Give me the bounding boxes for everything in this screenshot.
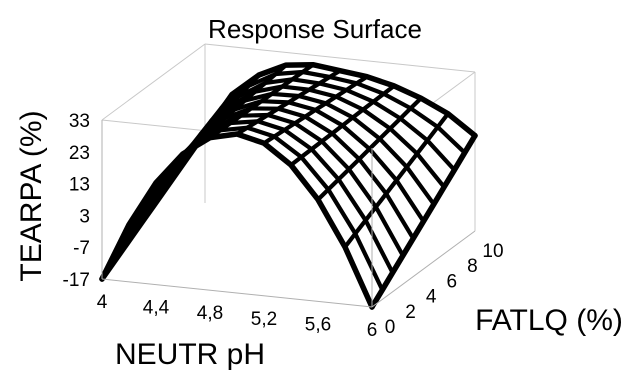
surface-cell [396,167,434,222]
surface-cell [386,180,424,239]
surface-line-const-x [288,83,397,168]
y-tick-label: 2 [405,302,416,323]
surface-cell [328,179,366,234]
response-surface-mesh [99,61,478,310]
surface-line-const-x [180,62,289,156]
surface-cell [379,128,418,167]
box-edge-right-bottom [371,230,476,308]
surface-cell [363,101,401,129]
z-axis-ticks: 33 23 13 3 -7 -17 [63,111,90,291]
surface-cell [264,136,302,165]
x-axis-title: NEUTR pH [115,338,265,371]
box-edge-back-top-left [204,43,476,73]
surface-cell [311,141,349,180]
surface-cell [318,189,356,247]
surface-cell [298,89,337,104]
z-tick-label: 13 [69,175,90,196]
y-tick-label: 10 [482,241,503,262]
surface-cell [267,108,306,124]
surface-cell [373,93,411,119]
surface-cell [247,121,285,137]
z-tick-label: 23 [69,143,90,164]
surface-cell [288,96,326,110]
surface-cell [319,77,357,90]
surface-line-const-x [369,132,478,310]
surface-cell [294,116,333,142]
surface-cell [345,233,383,307]
surface-cell [390,118,428,154]
z-tick-label: 3 [79,206,90,227]
surface-cell [346,83,384,102]
box-edge-top-left [101,43,206,121]
y-tick-label: 0 [385,317,396,338]
surface-line-const-x [153,72,262,185]
surface-cell [329,70,367,84]
box-edge-front-bottom [101,278,373,308]
surface-line-const-x [207,62,316,140]
surface-cell [348,159,387,207]
surface-cell [305,109,343,134]
surface-cell [291,157,329,200]
surface-cell [325,96,364,118]
x-tick-label: 4,4 [143,298,170,319]
surface-cell [336,90,374,110]
surface-cell [375,193,414,256]
surface-cell [356,76,394,94]
surface-line-const-x [99,130,208,282]
y-axis-title: FATLQ (%) [475,304,623,337]
surface-cell [383,85,421,109]
surface-cell [369,138,407,181]
surface-cell [257,115,295,130]
x-tick-label: 4 [97,292,108,313]
y-tick-label: 8 [467,256,478,277]
surface-cell [352,109,391,139]
z-tick-label: 33 [69,111,90,132]
surface-cell [427,127,465,170]
surface-line-const-x [261,74,370,146]
z-axis-title: TEARPA (%) [15,110,48,281]
x-tick-label: 5,2 [251,309,277,330]
y-tick-label: 4 [426,287,437,308]
surface-cell [301,149,339,190]
surface-cell [309,83,347,97]
x-tick-label: 4,8 [197,303,223,324]
surface-cell [400,108,438,141]
y-tick-label: 6 [447,271,458,292]
surface-cell [338,169,376,221]
z-tick-label: -7 [73,238,90,259]
surface-cell [274,129,312,158]
surface-line-const-x [315,96,424,202]
z-tick-label: -17 [63,270,90,291]
surface-cell [406,153,445,205]
chart-title: Response Surface [208,14,422,44]
surface-cell [365,207,403,273]
surface-line-const-x [234,68,343,137]
bounding-box-front [101,120,476,308]
surface-cell [342,117,380,149]
surface-cell [417,140,455,187]
surface-cell [355,220,393,290]
x-axis-ticks: 4 4,4 4,8 5,2 5,6 6 [97,292,378,341]
surface-cell [332,125,370,160]
surface-cell [321,133,360,170]
x-tick-label: 6 [367,320,378,341]
surface-cell [437,113,475,153]
surface-cell [278,102,316,117]
surface-cell [237,127,275,144]
surface-cell [284,123,322,150]
x-tick-label: 5,6 [305,314,331,335]
surface-line-const-x [342,111,451,250]
surface-cell [359,148,397,194]
surface-cell [410,98,448,127]
surface-cell [315,103,353,126]
